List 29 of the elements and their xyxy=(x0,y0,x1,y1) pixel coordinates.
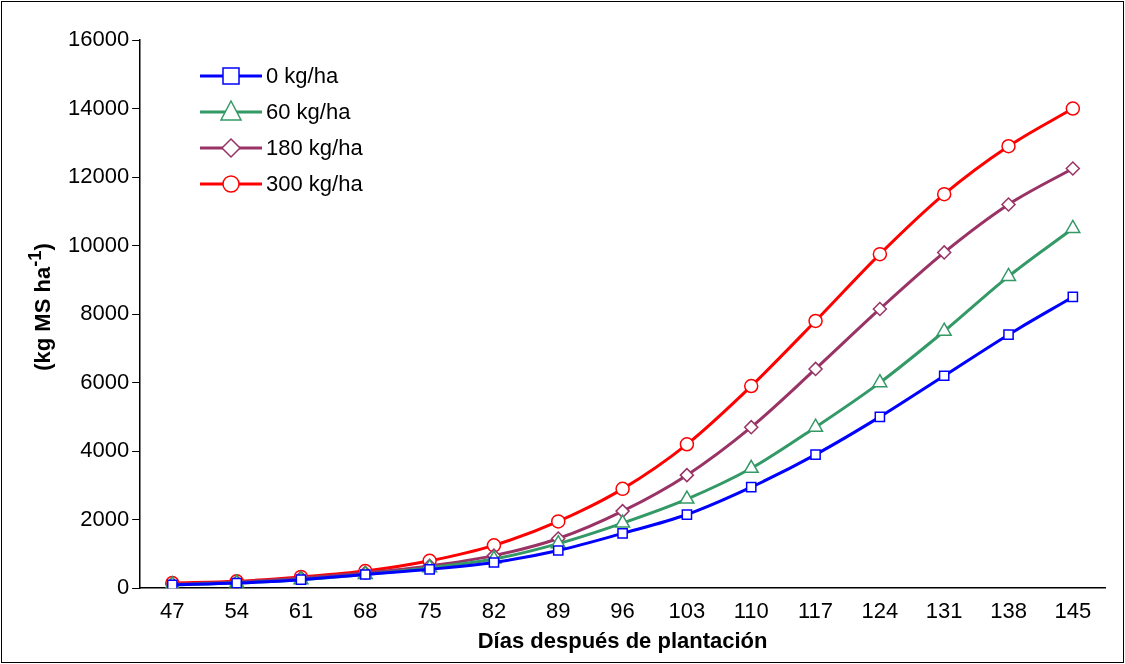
x-tick-label: 145 xyxy=(1054,598,1092,624)
y-tick-label: 16000 xyxy=(67,26,130,52)
y-tick-label: 10000 xyxy=(67,231,130,257)
x-tick-label: 110 xyxy=(733,598,769,624)
x-tick-label: 61 xyxy=(288,598,314,624)
y-tick-label: 14000 xyxy=(67,94,130,120)
y-tick-label: 12000 xyxy=(67,163,130,189)
x-tick-label: 75 xyxy=(417,598,442,624)
x-tick-label: 131 xyxy=(925,598,963,624)
y-tick-label: 4000 xyxy=(80,437,130,463)
legend-label: 180 kg/ha xyxy=(266,135,363,161)
legend-label: 0 kg/ha xyxy=(266,63,339,89)
y-tick-label: 8000 xyxy=(80,300,130,326)
y-tick-label: 6000 xyxy=(80,368,130,394)
x-tick-label: 82 xyxy=(481,598,507,624)
x-tick-label: 54 xyxy=(224,598,249,624)
legend-label: 60 kg/ha xyxy=(266,99,351,125)
x-axis-title: Días después de plantación xyxy=(477,627,768,653)
x-tick-label: 124 xyxy=(861,598,899,624)
x-tick-label: 68 xyxy=(353,598,378,624)
x-tick-label: 89 xyxy=(546,598,571,624)
x-tick-label: 117 xyxy=(798,598,834,624)
y-tick-label: 0 xyxy=(116,574,130,600)
x-tick-label: 103 xyxy=(668,598,706,624)
y-tick-label: 2000 xyxy=(80,505,130,531)
x-tick-label: 96 xyxy=(610,598,635,624)
x-tick-label: 47 xyxy=(160,598,185,624)
legend-label: 300 kg/ha xyxy=(266,171,363,197)
x-tick-label: 138 xyxy=(990,598,1027,624)
